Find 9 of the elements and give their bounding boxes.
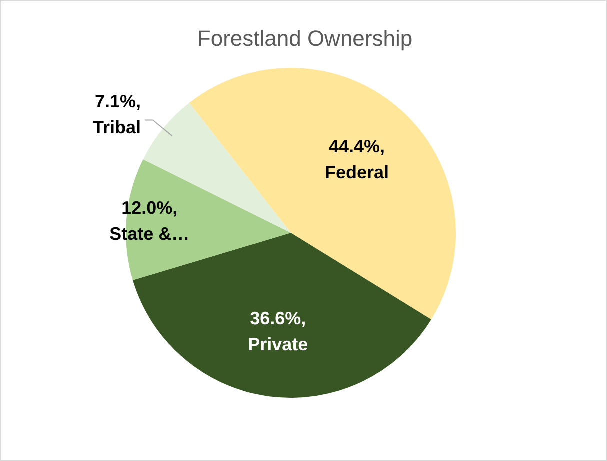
slice-label: Private [248, 334, 308, 354]
data-label: 44.4%, [329, 136, 386, 157]
data-label: 36.6%, [250, 308, 306, 328]
data-label: 7.1%, [94, 92, 141, 112]
chart-title: Forestland Ownership [197, 26, 413, 51]
slice-label: State &… [110, 224, 190, 244]
slice-label: Federal [325, 162, 390, 183]
data-label: 12.0%, [122, 198, 178, 218]
slice-label: Tribal [92, 118, 141, 138]
